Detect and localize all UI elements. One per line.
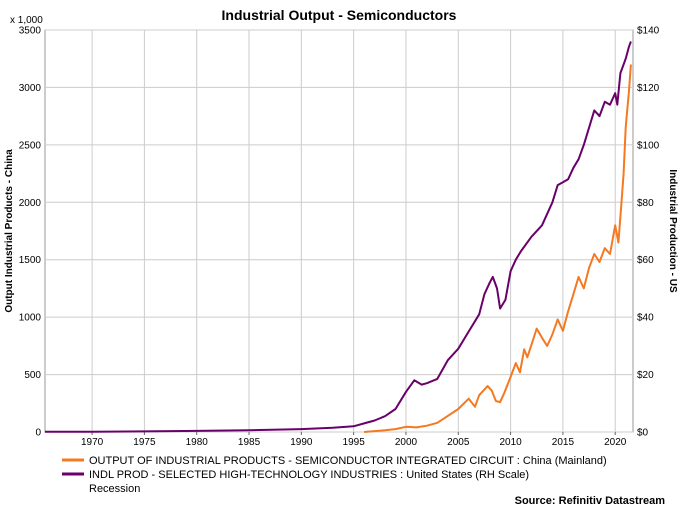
left-axis-ticks: 0 500 1000 1500 2000 2500 3000 3500 (19, 26, 42, 439)
series-line-china (364, 64, 632, 433)
x-tick-label: 2005 (447, 437, 470, 448)
x-tick-label: 1990 (290, 437, 313, 448)
x-tick-label: 1970 (81, 437, 104, 448)
source-note: Source: Refinitiv Datastream (515, 495, 666, 507)
series-group (45, 41, 632, 433)
x-tick-label: 2020 (604, 437, 627, 448)
right-tick-label: $40 (637, 313, 654, 324)
right-axis-title: Industrial Production - US (667, 169, 678, 293)
legend-label-us: INDL PROD - SELECTED HIGH-TECHNOLOGY IND… (89, 469, 529, 481)
right-tick-label: $60 (637, 255, 654, 266)
right-tick-label: $0 (637, 428, 649, 439)
left-tick-label: 3500 (19, 26, 42, 37)
chart-title: Industrial Output - Semiconductors (222, 7, 457, 23)
left-tick-label: 3000 (19, 83, 42, 94)
x-tick-label: 2000 (395, 437, 418, 448)
x-tick-label: 2010 (499, 437, 522, 448)
x-tick-label: 1980 (186, 437, 209, 448)
right-axis-ticks: $0 $20 $40 $60 $80 $100 $120 $140 (637, 26, 660, 439)
legend-label-china: OUTPUT OF INDUSTRIAL PRODUCTS - SEMICOND… (89, 455, 607, 467)
left-axis-title: Output Industrial Products - China (4, 149, 15, 313)
left-tick-label: 0 (35, 428, 41, 439)
left-tick-label: 500 (24, 370, 41, 381)
right-tick-label: $80 (637, 198, 654, 209)
legend: OUTPUT OF INDUSTRIAL PRODUCTS - SEMICOND… (62, 455, 607, 495)
left-tick-label: 2500 (19, 140, 42, 151)
series-line-us (45, 41, 632, 433)
right-tick-label: $100 (637, 140, 660, 151)
x-tick-label: 1985 (238, 437, 261, 448)
left-tick-label: 1000 (19, 313, 42, 324)
right-tick-label: $120 (637, 83, 660, 94)
right-tick-label: $140 (637, 26, 660, 37)
x-axis-ticks: 1970 1975 1980 1985 1990 1995 2000 2005 2010 2015… (81, 432, 627, 448)
left-tick-label: 1500 (19, 255, 42, 266)
x-tick-label: 1975 (133, 437, 156, 448)
left-axis-multiplier: x 1,000 (10, 15, 43, 26)
x-tick-label: 1995 (343, 437, 366, 448)
legend-label-recession: Recession (89, 483, 140, 495)
x-tick-label: 2015 (552, 437, 575, 448)
plot-area (44, 29, 634, 433)
right-tick-label: $20 (637, 370, 654, 381)
left-tick-label: 2000 (19, 198, 42, 209)
